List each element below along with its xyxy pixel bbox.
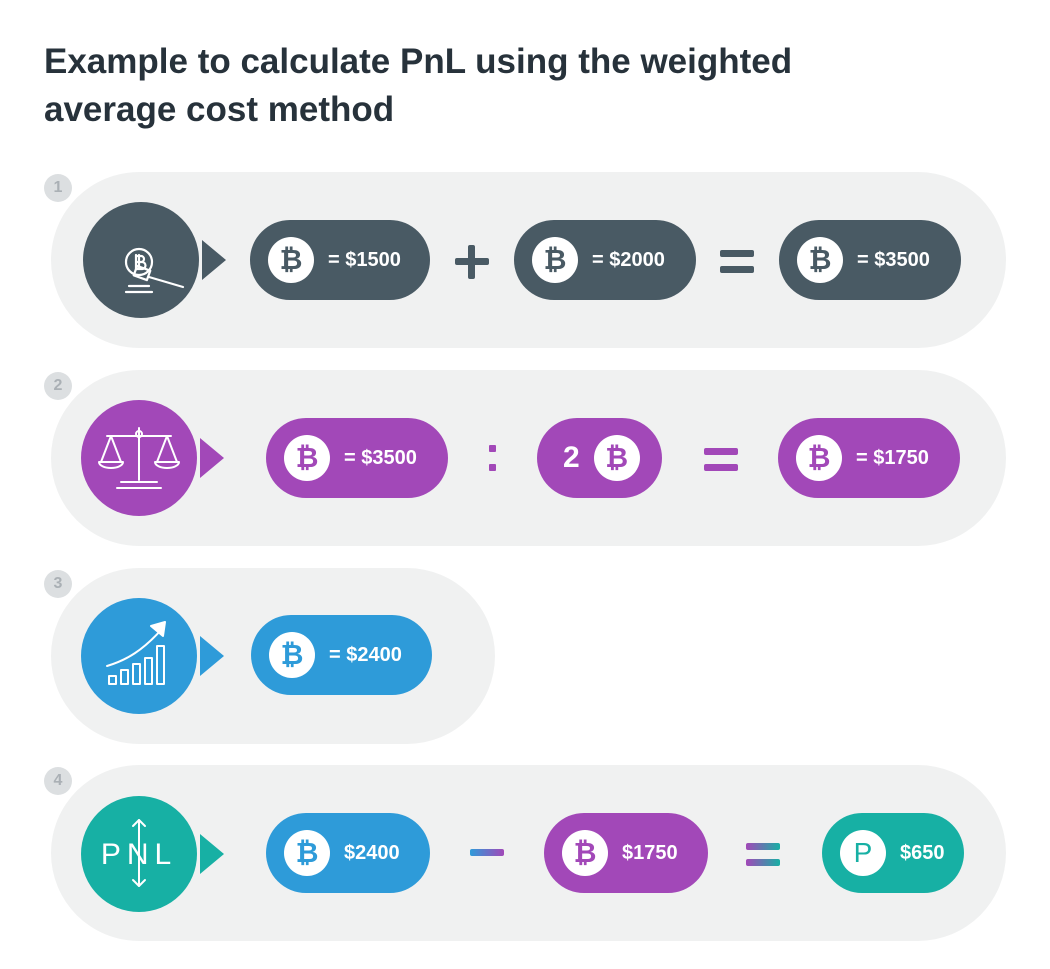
row1-pill-3: ₿ = $3500 bbox=[779, 220, 961, 300]
row1-pill-2: ₿ = $2000 bbox=[514, 220, 696, 300]
equals-operator bbox=[746, 843, 780, 867]
bitcoin-icon: ₿ bbox=[797, 237, 843, 283]
row2-pill-1: ₿ = $3500 bbox=[266, 418, 448, 498]
row4-pill-2: ₿ $1750 bbox=[544, 813, 708, 893]
row4-pill-3: P $650 bbox=[822, 813, 964, 893]
row4-value-2: $1750 bbox=[622, 841, 678, 864]
title-line-2: average cost method bbox=[44, 90, 395, 129]
step-arrow-4 bbox=[200, 834, 224, 874]
row4-value-3: $650 bbox=[900, 841, 945, 864]
equals-operator bbox=[720, 250, 754, 274]
row1-pill-1: ₿ = $1500 bbox=[250, 220, 430, 300]
step-arrow-3 bbox=[200, 636, 224, 676]
bitcoin-icon: ₿ bbox=[268, 237, 314, 283]
bitcoin-icon: ₿ bbox=[562, 830, 608, 876]
row3-value-1: = $2400 bbox=[329, 643, 402, 666]
equals-operator bbox=[704, 448, 738, 472]
step-number-1: 1 bbox=[44, 174, 72, 202]
row1-value-1: = $1500 bbox=[328, 248, 401, 271]
bitcoin-icon: ₿ bbox=[284, 830, 330, 876]
step-number-3: 3 bbox=[44, 570, 72, 598]
step-arrow-1 bbox=[202, 240, 226, 280]
step-number-2: 2 bbox=[44, 372, 72, 400]
row2-value-1: = $3500 bbox=[344, 446, 417, 469]
row4-pill-1: ₿ $2400 bbox=[266, 813, 430, 893]
row1-value-2: = $2000 bbox=[592, 248, 665, 271]
row2-value-3: = $1750 bbox=[856, 446, 929, 469]
step-number-4: 4 bbox=[44, 767, 72, 795]
row2-pill-2: 2 ₿ bbox=[537, 418, 662, 498]
title-line-1: Example to calculate PnL using the weigh… bbox=[44, 42, 793, 81]
auction-gavel-icon bbox=[83, 202, 199, 318]
growth-chart-icon bbox=[81, 598, 197, 714]
bitcoin-icon: ₿ bbox=[284, 435, 330, 481]
step-arrow-2 bbox=[200, 438, 224, 478]
bitcoin-icon: ₿ bbox=[532, 237, 578, 283]
row2-pill-3: ₿ = $1750 bbox=[778, 418, 960, 498]
minus-operator bbox=[470, 849, 504, 857]
divide-operator bbox=[488, 445, 498, 473]
profit-icon: P bbox=[840, 830, 886, 876]
row4-value-1: $2400 bbox=[344, 841, 400, 864]
row2-quantity: 2 bbox=[563, 441, 580, 474]
row1-value-3: = $3500 bbox=[857, 248, 930, 271]
balance-scale-icon bbox=[81, 400, 197, 516]
bitcoin-icon: ₿ bbox=[796, 435, 842, 481]
bitcoin-icon: ₿ bbox=[269, 632, 315, 678]
pnl-label: PNL bbox=[101, 838, 177, 871]
bitcoin-icon: ₿ bbox=[593, 435, 640, 481]
row3-pill-1: ₿ = $2400 bbox=[251, 615, 432, 695]
pnl-icon: PNL bbox=[81, 796, 197, 912]
page-title: Example to calculate PnL using the weigh… bbox=[44, 38, 944, 134]
plus-operator bbox=[455, 245, 489, 279]
